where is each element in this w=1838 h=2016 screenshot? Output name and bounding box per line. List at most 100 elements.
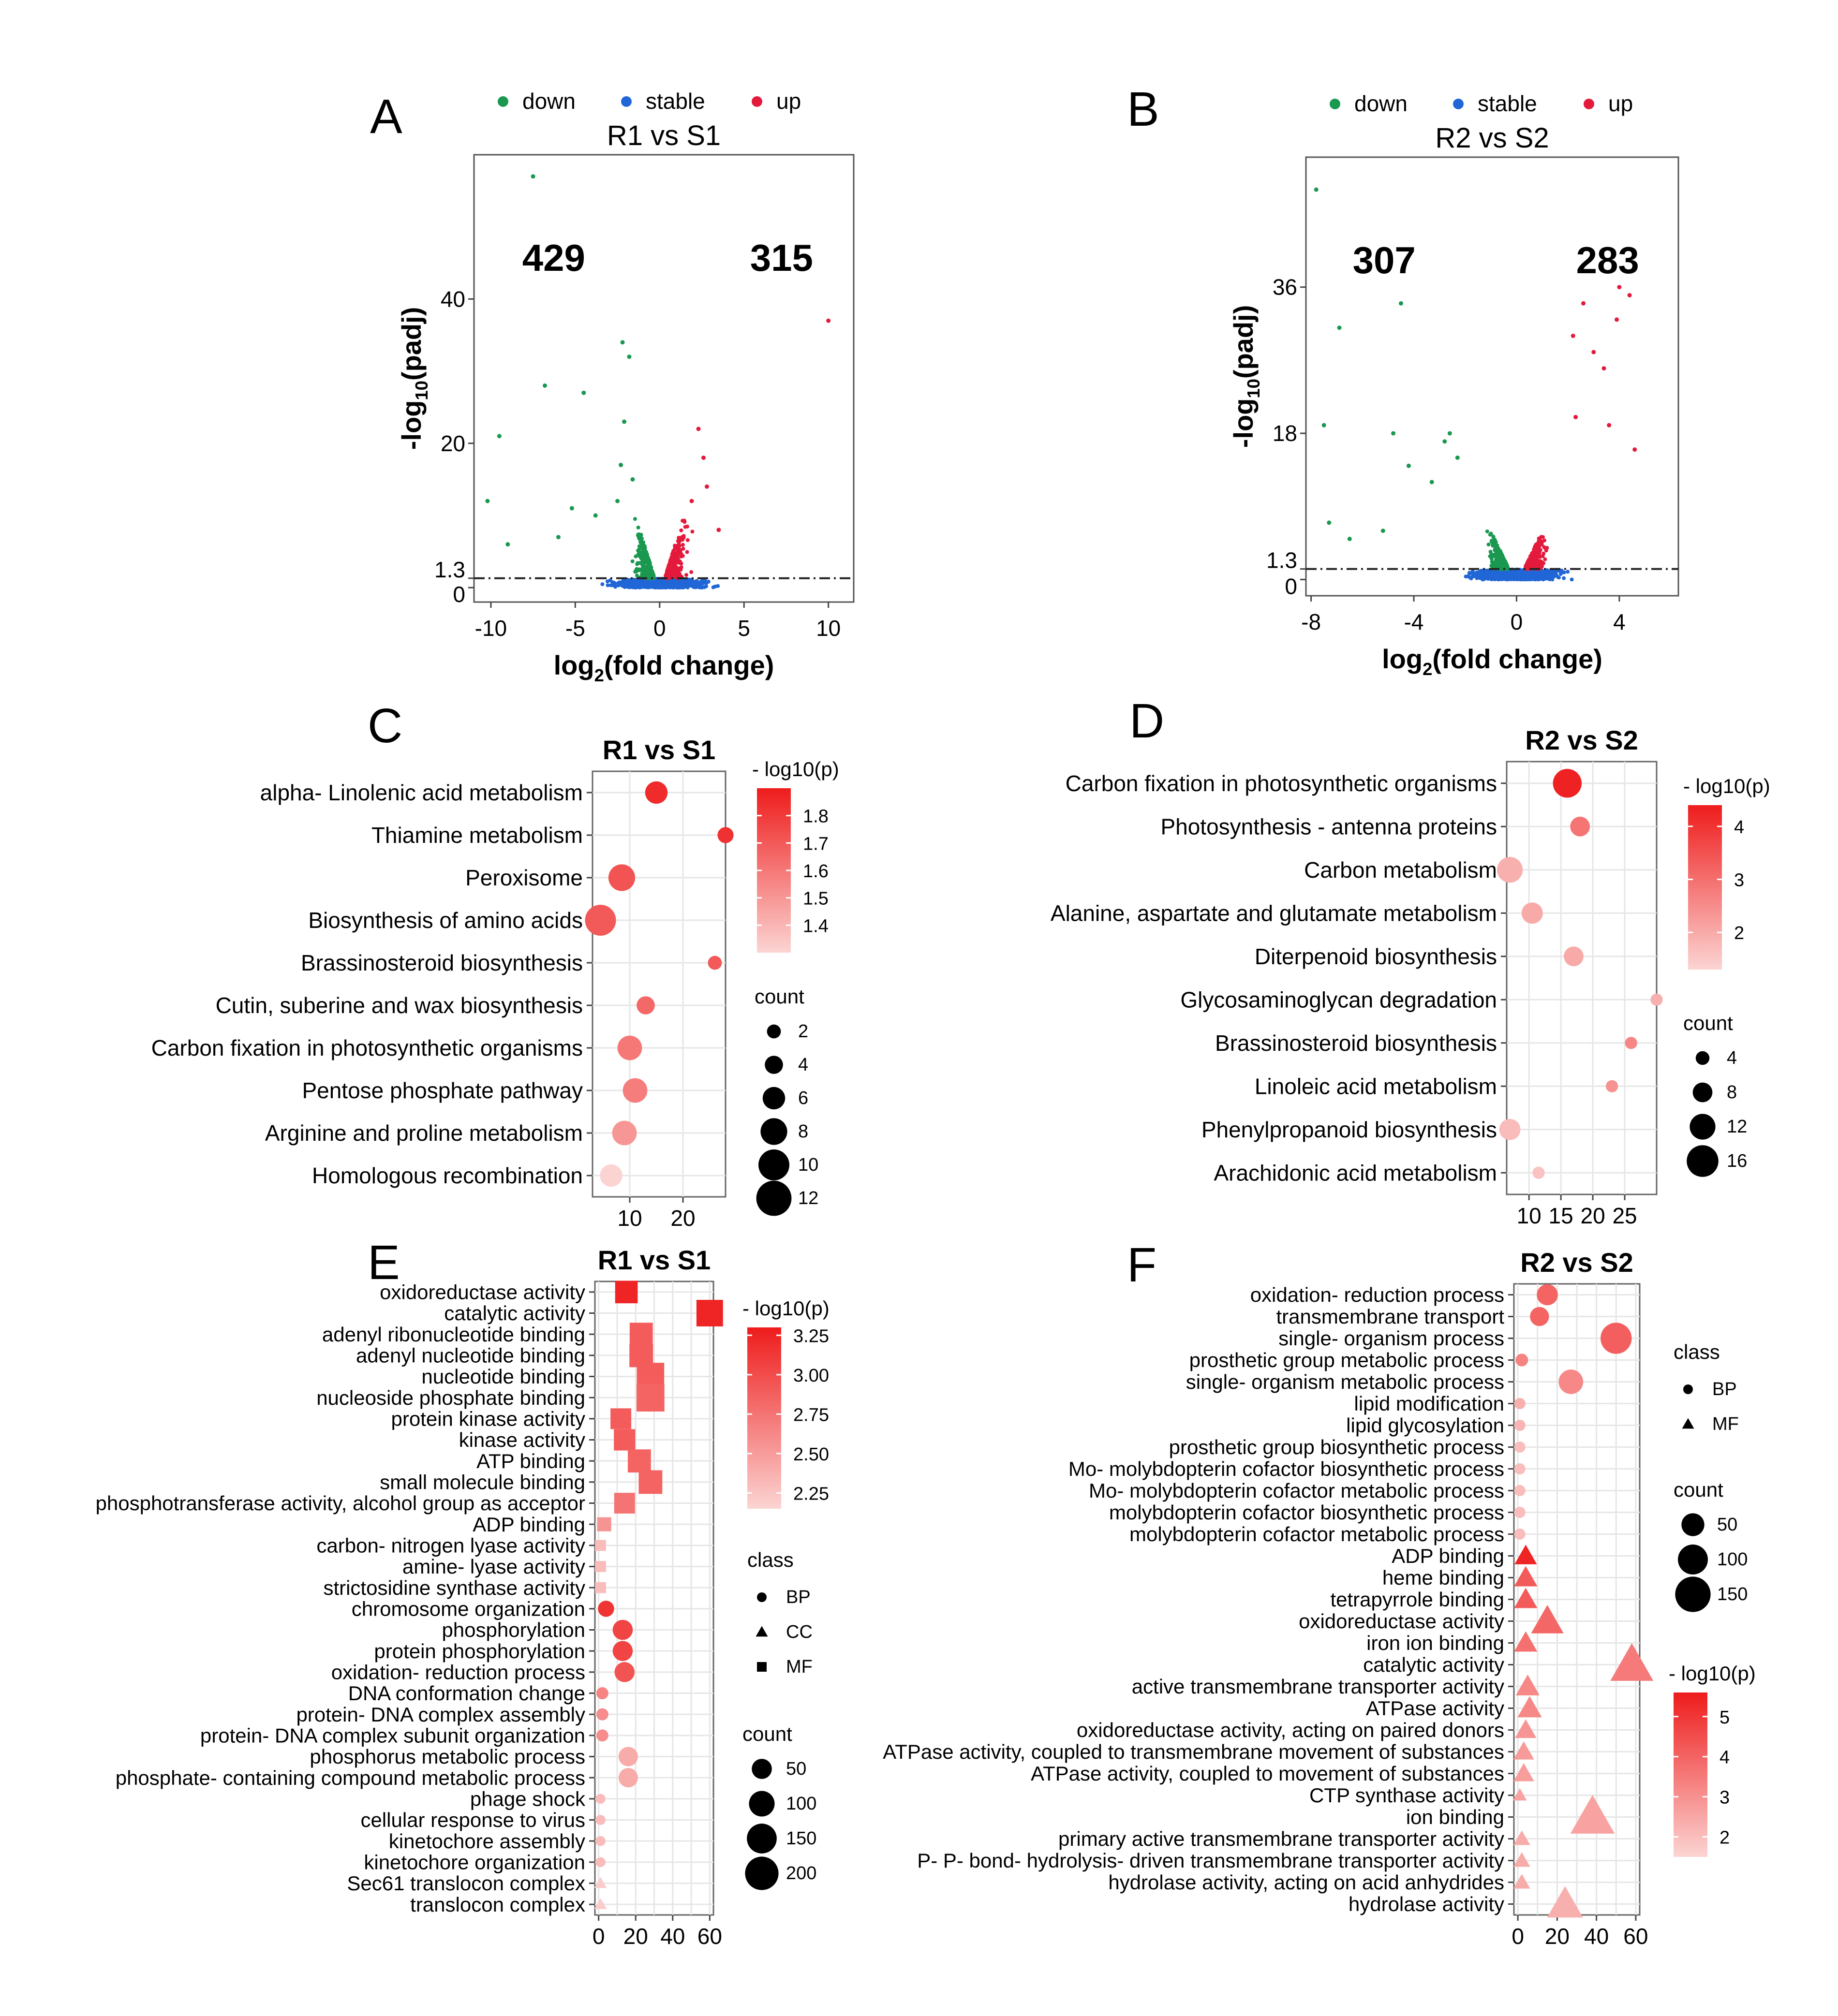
mark-circle bbox=[595, 1815, 606, 1825]
y-axis-title: -log10(padj) bbox=[396, 307, 431, 450]
category-label: Phenylpropanoid biosynthesis bbox=[1201, 1117, 1497, 1142]
down-point bbox=[1442, 439, 1447, 444]
mark-circle bbox=[600, 1164, 623, 1187]
grid bbox=[1514, 1284, 1640, 1915]
stable-point bbox=[611, 581, 616, 586]
size-legend: count 50 100 150 200 bbox=[742, 1722, 816, 1890]
up-point bbox=[676, 574, 681, 578]
stable-point bbox=[621, 584, 625, 588]
up-point bbox=[670, 552, 674, 557]
down-point bbox=[636, 568, 640, 573]
stable-point bbox=[1464, 574, 1468, 579]
plot-title: R2 vs S2 bbox=[1525, 725, 1638, 755]
size-legend-dot bbox=[1678, 1545, 1708, 1575]
mark-circle bbox=[1530, 1307, 1549, 1326]
mark-circle bbox=[1570, 816, 1590, 837]
size-legend-label: 2 bbox=[798, 1021, 808, 1042]
down-point bbox=[505, 542, 510, 547]
category-label: oxidoreductase activity bbox=[380, 1281, 585, 1304]
mark-triangle bbox=[594, 1877, 607, 1888]
mark-square bbox=[637, 1383, 665, 1412]
stable-point bbox=[1555, 574, 1559, 578]
category-label: Glycosaminoglycan degradation bbox=[1180, 987, 1497, 1012]
legend-label: up bbox=[776, 88, 801, 114]
down-count: 307 bbox=[1353, 239, 1416, 281]
y-tick-label: 1.3 bbox=[434, 557, 465, 582]
mark-circle bbox=[1553, 769, 1582, 798]
down-point bbox=[1429, 480, 1434, 485]
category-label: phosphorus metabolic process bbox=[310, 1745, 585, 1768]
legend-dot bbox=[752, 96, 762, 107]
size-legend: count 50 100 150 bbox=[1674, 1478, 1748, 1612]
x-tick-label: 0 bbox=[593, 1924, 605, 1949]
colorbar-tick-label: 1.4 bbox=[803, 916, 829, 936]
legend-dot bbox=[1330, 99, 1340, 109]
stable-point bbox=[1520, 572, 1525, 576]
category-label: nucleotide binding bbox=[421, 1365, 585, 1388]
down-point bbox=[641, 554, 646, 559]
down-point bbox=[646, 574, 651, 578]
stable-point bbox=[1540, 573, 1544, 577]
stable-point bbox=[713, 584, 717, 589]
up-point bbox=[664, 573, 668, 577]
down-point bbox=[637, 553, 641, 558]
mark-circle bbox=[595, 1794, 606, 1804]
stable-point bbox=[1515, 571, 1520, 575]
mark-circle bbox=[1625, 1037, 1637, 1049]
down-point bbox=[1398, 301, 1403, 306]
legend-dot bbox=[1453, 99, 1464, 109]
down-point bbox=[593, 513, 598, 518]
down-point bbox=[1455, 455, 1460, 460]
size-legend-title: count bbox=[1683, 1012, 1733, 1034]
category-label: catalytic activity bbox=[1363, 1653, 1504, 1676]
stable-point bbox=[667, 585, 672, 589]
mark-circle bbox=[645, 781, 668, 804]
stable-point bbox=[1497, 574, 1501, 578]
x-tick-label: 20 bbox=[1545, 1924, 1570, 1949]
stable-point bbox=[606, 583, 610, 588]
down-point bbox=[644, 571, 648, 575]
x-tick-label: -10 bbox=[475, 616, 507, 641]
class-legend-key bbox=[757, 1592, 767, 1602]
colorbar-title: - log10(p) bbox=[1683, 775, 1770, 797]
up-point bbox=[690, 530, 695, 534]
class-legend-key bbox=[1683, 1384, 1693, 1394]
marks bbox=[585, 781, 734, 1187]
down-point bbox=[637, 533, 642, 538]
legend-label: down bbox=[1354, 91, 1408, 116]
mark-circle bbox=[1514, 1398, 1526, 1410]
down-point bbox=[641, 565, 646, 570]
category-label: hydrolase activity bbox=[1349, 1893, 1504, 1915]
stable-point bbox=[696, 581, 700, 586]
x-tick-label: 40 bbox=[1584, 1924, 1609, 1949]
stable-point bbox=[1482, 570, 1487, 574]
size-legend-dot bbox=[756, 1180, 792, 1216]
category-label: Biosynthesis of amino acids bbox=[308, 908, 583, 933]
stable-point bbox=[697, 585, 702, 589]
size-legend-label: 12 bbox=[1727, 1117, 1747, 1137]
stable-point bbox=[690, 579, 695, 583]
stable-point bbox=[703, 580, 707, 585]
stable-point bbox=[1493, 577, 1497, 581]
up-point bbox=[716, 528, 721, 532]
legend-label: stable bbox=[1478, 91, 1537, 116]
x-tick-label: -4 bbox=[1404, 609, 1424, 634]
colorbar: - log10(p) 2 3 4 5 bbox=[1669, 1662, 1756, 1857]
x-tick-label: 10 bbox=[617, 1206, 642, 1231]
category-label: Arachidonic acid metabolism bbox=[1214, 1160, 1497, 1185]
size-legend-label: 6 bbox=[798, 1088, 808, 1108]
mark-square bbox=[629, 1323, 653, 1346]
stable-point bbox=[600, 582, 605, 587]
mark-square bbox=[595, 1540, 606, 1551]
stable-point bbox=[674, 583, 678, 588]
y-tick-label: 36 bbox=[1273, 275, 1297, 300]
plot-title: R2 vs S2 bbox=[1520, 1247, 1633, 1278]
category-label: hydrolase activity, acting on acid anhyd… bbox=[1108, 1871, 1504, 1894]
stable-point bbox=[699, 580, 703, 585]
up-point bbox=[1542, 538, 1547, 543]
down-point bbox=[485, 499, 490, 503]
mark-triangle bbox=[1513, 1763, 1534, 1781]
down-point bbox=[638, 540, 643, 544]
down-point bbox=[1380, 529, 1385, 533]
colorbar-tick-label: 1.6 bbox=[803, 861, 829, 882]
